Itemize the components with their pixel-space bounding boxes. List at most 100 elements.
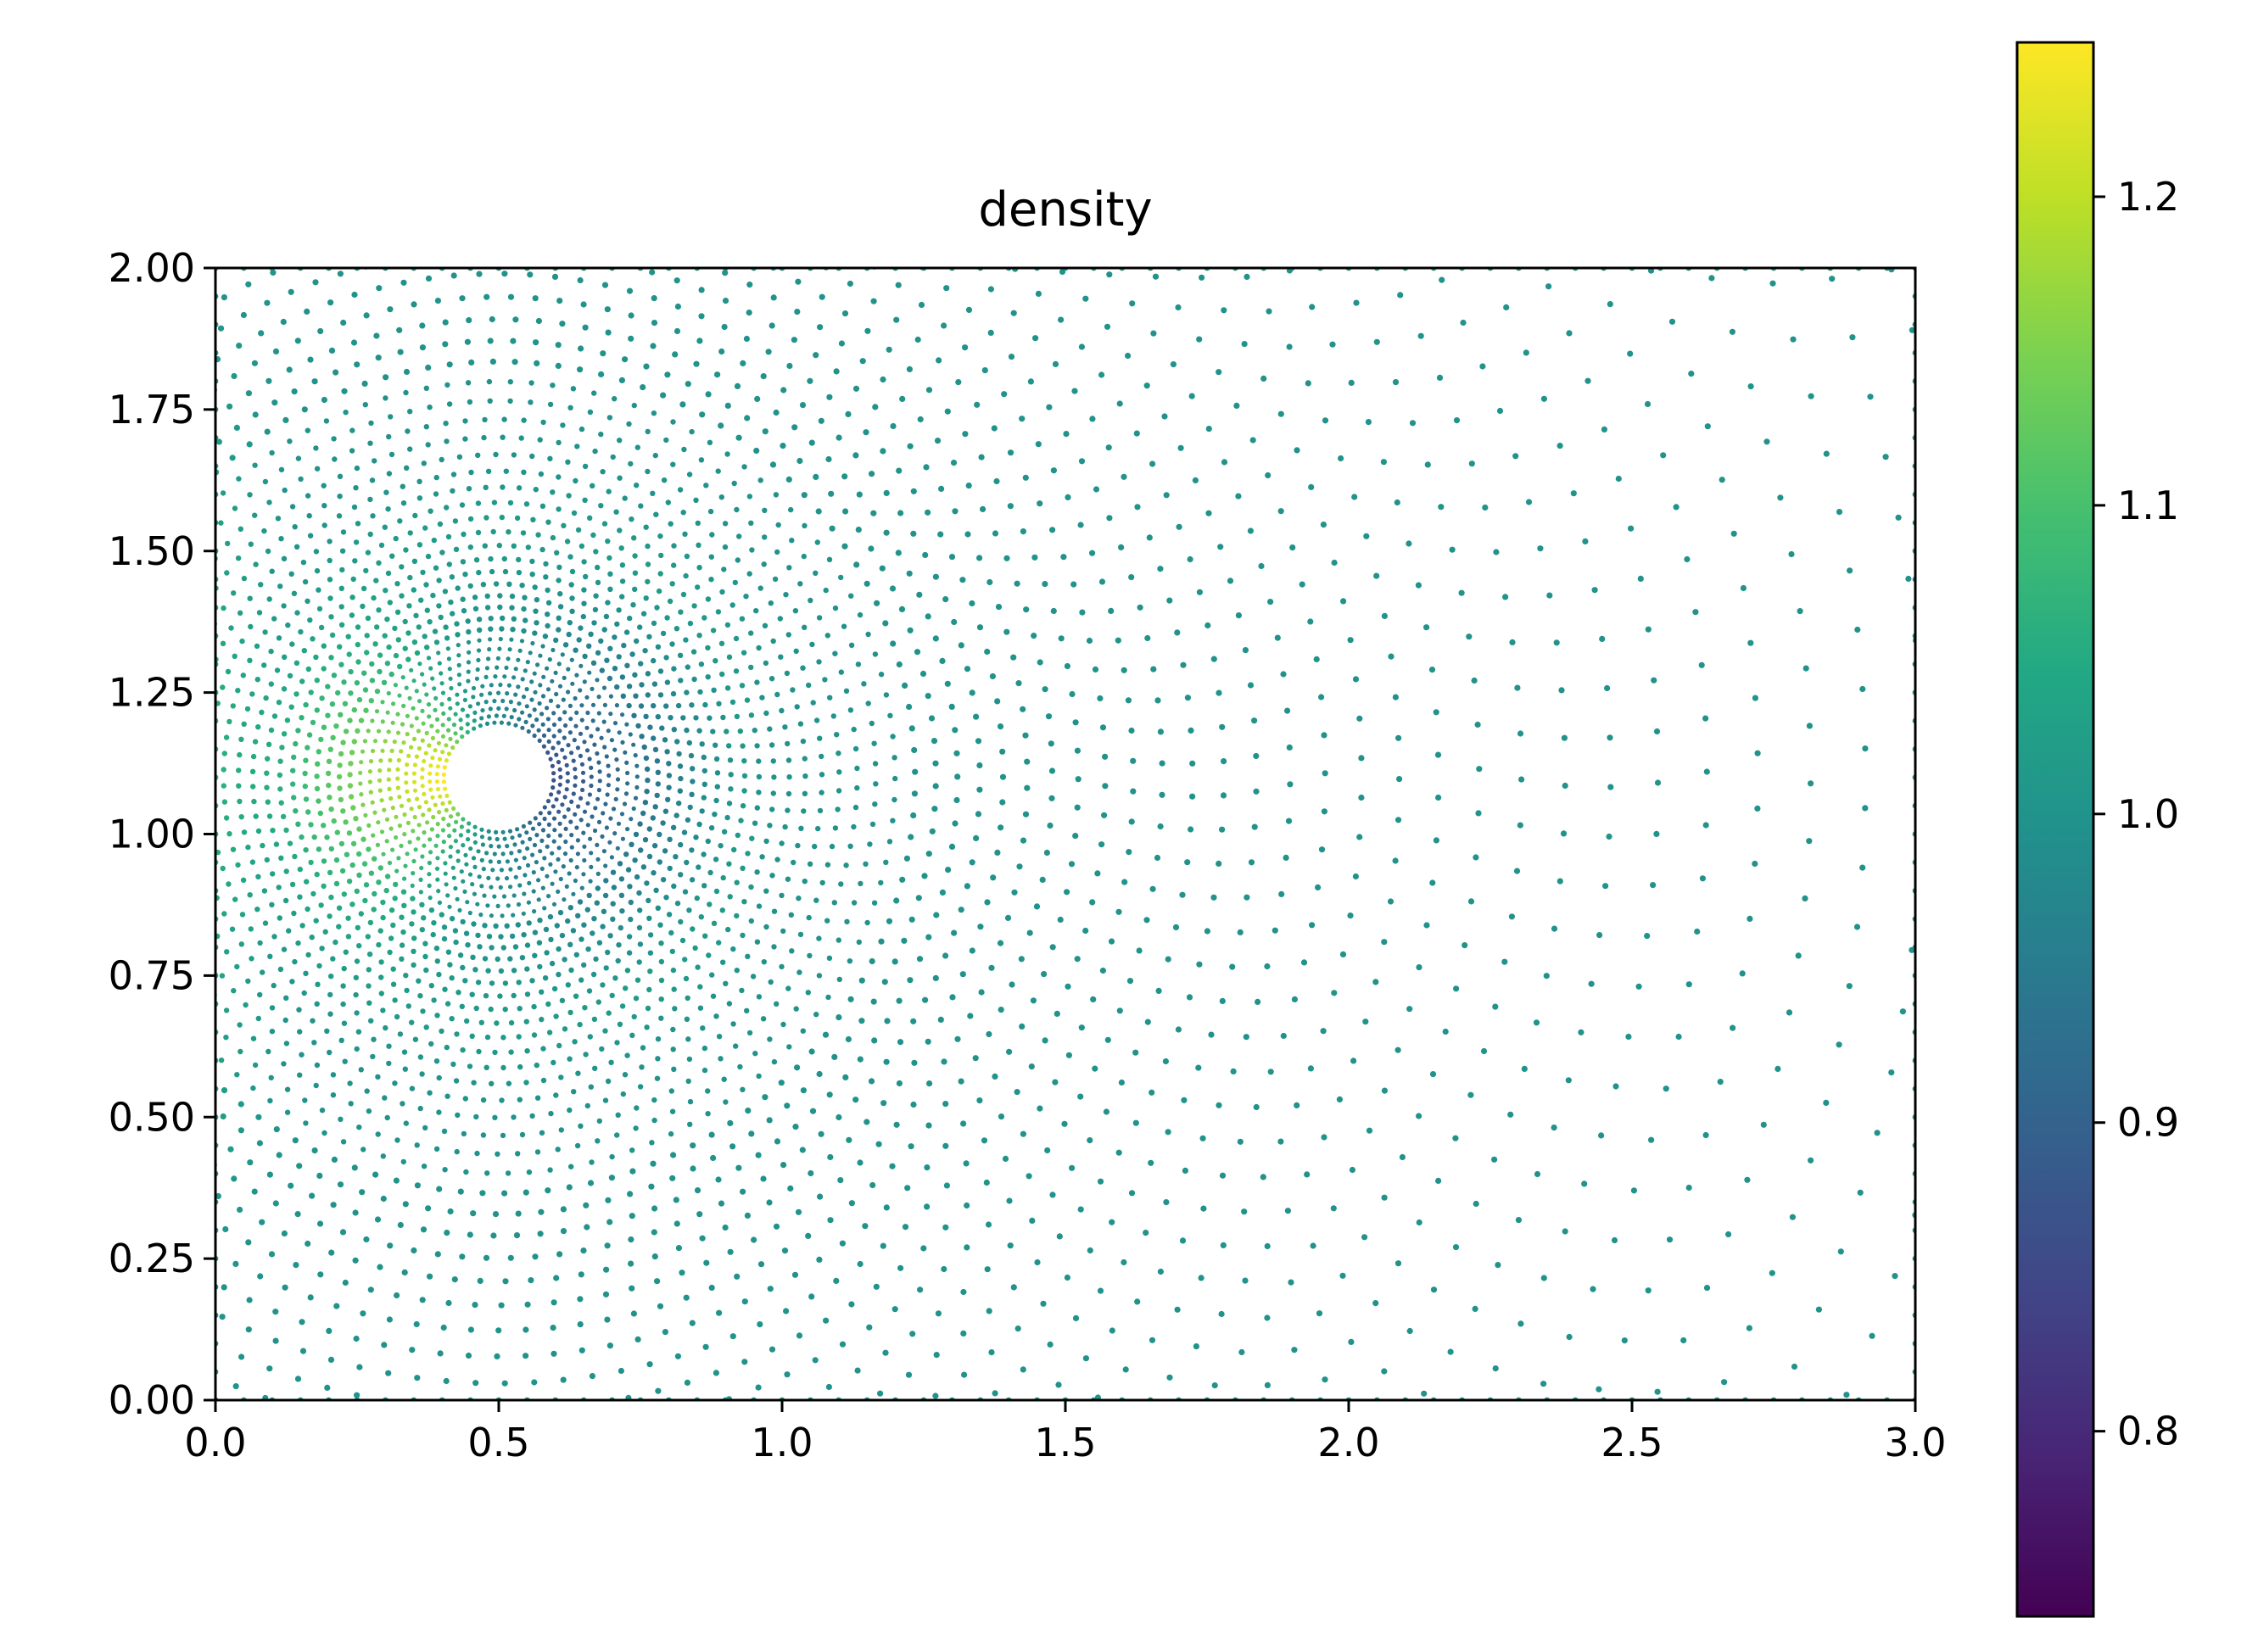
scatter-point xyxy=(542,906,547,911)
y-tick-label: 0.25 xyxy=(109,1236,195,1281)
scatter-point xyxy=(987,329,994,336)
scatter-point xyxy=(838,574,844,581)
scatter-point xyxy=(824,633,830,639)
scatter-point xyxy=(1148,1159,1154,1166)
scatter-point xyxy=(686,907,692,913)
scatter-point xyxy=(1874,1130,1881,1136)
scatter-point xyxy=(606,783,612,788)
scatter-point xyxy=(1165,1129,1171,1136)
scatter-point xyxy=(839,1341,847,1348)
scatter-point xyxy=(523,1189,529,1196)
scatter-point xyxy=(459,295,466,302)
scatter-point xyxy=(434,1251,441,1258)
scatter-point xyxy=(573,783,578,788)
scatter-point xyxy=(244,706,251,712)
scatter-point xyxy=(393,1177,400,1184)
scatter-point xyxy=(562,795,567,800)
scatter-point xyxy=(540,828,546,833)
scatter-point xyxy=(633,693,639,699)
scatter-point xyxy=(376,560,382,566)
scatter-point xyxy=(439,456,444,463)
scatter-point xyxy=(1134,504,1141,511)
scatter-point xyxy=(468,359,475,366)
scatter-point xyxy=(646,853,653,860)
scatter-point xyxy=(1702,1131,1709,1139)
scatter-point xyxy=(371,907,377,913)
scatter-point xyxy=(507,500,514,506)
scatter-point xyxy=(1122,1366,1129,1373)
scatter-point xyxy=(670,690,677,697)
scatter-point xyxy=(773,492,780,498)
scatter-point xyxy=(539,866,545,871)
scatter-point xyxy=(1566,1333,1573,1341)
scatter-point xyxy=(553,670,558,676)
scatter-point xyxy=(558,774,563,780)
scatter-point xyxy=(511,893,517,898)
scatter-point xyxy=(451,806,456,812)
scatter-point xyxy=(763,888,769,894)
scatter-point xyxy=(362,897,368,904)
scatter-point xyxy=(394,814,399,819)
scatter-point xyxy=(987,286,994,293)
scatter-point xyxy=(295,940,301,946)
scatter-point xyxy=(262,920,269,926)
scatter-point xyxy=(380,719,385,724)
scatter-point xyxy=(629,1147,635,1153)
scatter-point xyxy=(862,1223,869,1230)
scatter-point xyxy=(310,890,316,897)
scatter-point xyxy=(1495,1262,1501,1269)
scatter-point xyxy=(231,372,238,380)
scatter-point xyxy=(434,866,440,871)
scatter-point xyxy=(382,1095,388,1101)
scatter-point xyxy=(358,911,364,917)
scatter-point xyxy=(530,723,535,728)
scatter-point xyxy=(1513,868,1521,874)
scatter-point xyxy=(495,656,501,661)
scatter-point xyxy=(333,857,340,863)
scatter-point xyxy=(852,385,860,392)
scatter-point xyxy=(917,416,924,423)
scatter-point xyxy=(512,707,517,713)
scatter-point xyxy=(752,820,758,826)
scatter-point xyxy=(444,1093,450,1099)
x-tick-label: 0.0 xyxy=(184,1420,246,1465)
scatter-point xyxy=(1182,1167,1188,1174)
scatter-point xyxy=(1299,581,1305,588)
scatter-point xyxy=(339,548,346,554)
scatter-point xyxy=(620,712,625,717)
scatter-point xyxy=(950,460,958,466)
scatter-point xyxy=(496,706,501,712)
scatter-point xyxy=(575,745,581,751)
scatter-point xyxy=(266,500,272,505)
scatter-point xyxy=(634,1105,640,1111)
scatter-point xyxy=(741,650,747,656)
scatter-point xyxy=(311,378,318,385)
scatter-point xyxy=(724,402,731,409)
scatter-point xyxy=(465,900,470,905)
scatter-point xyxy=(444,382,450,388)
scatter-point xyxy=(1442,1028,1449,1035)
scatter-point xyxy=(634,763,640,768)
scatter-point xyxy=(622,801,628,806)
scatter-point xyxy=(355,1029,362,1035)
scatter-point xyxy=(330,1072,337,1078)
scatter-point xyxy=(1101,812,1108,818)
scatter-point xyxy=(1746,1325,1752,1331)
scatter-point xyxy=(449,1016,455,1022)
scatter-point xyxy=(571,510,578,516)
scatter-point xyxy=(767,823,773,829)
scatter-point xyxy=(347,717,353,723)
scatter-point xyxy=(486,875,491,880)
scatter-point xyxy=(321,666,327,672)
scatter-point xyxy=(549,792,554,797)
scatter-point xyxy=(720,874,726,881)
scatter-point xyxy=(836,937,841,943)
scatter-point xyxy=(277,772,283,779)
scatter-point xyxy=(696,728,702,734)
scatter-point xyxy=(276,700,282,706)
scatter-point xyxy=(510,338,517,344)
scatter-point xyxy=(1692,609,1699,616)
scatter-point xyxy=(478,1019,484,1026)
scatter-point xyxy=(1027,378,1034,385)
scatter-point xyxy=(795,842,801,849)
